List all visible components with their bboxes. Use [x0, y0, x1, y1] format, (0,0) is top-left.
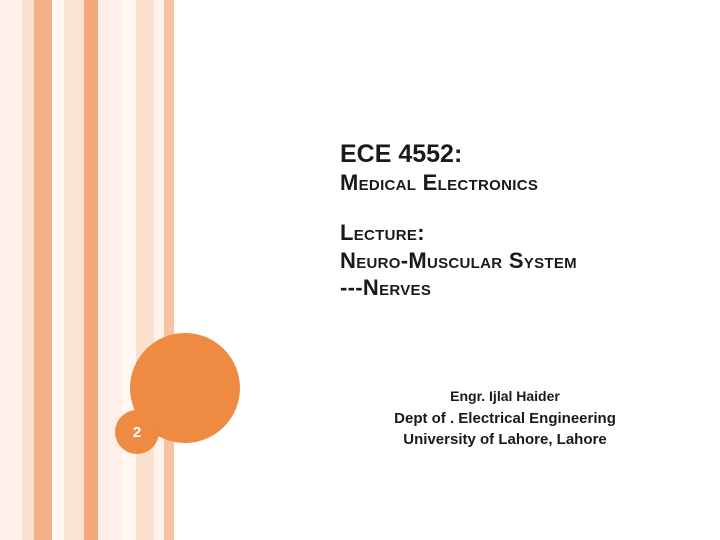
bg-stripe	[34, 0, 52, 540]
author-univ: University of Lahore, Lahore	[340, 431, 670, 448]
lecture-heading: Lecture: Neuro-Muscular System ---Nerves	[340, 219, 670, 302]
lecture-topic-2: ---Nerves	[340, 275, 431, 300]
author-dept: Dept of . Electrical Engineering	[340, 410, 670, 427]
bg-stripe	[84, 0, 98, 540]
bg-stripe	[154, 0, 164, 540]
author-name: Engr. Ijlal Haider	[340, 388, 670, 404]
bg-stripe	[22, 0, 34, 540]
slide: 2 ECE 4552: Medical Electronics Lecture:…	[0, 0, 720, 540]
course-code: ECE 4552:	[340, 140, 670, 169]
lecture-topic-1: Neuro-Muscular System	[340, 248, 577, 273]
slide-number: 2	[133, 424, 141, 441]
bg-stripe	[0, 0, 22, 540]
slide-number-badge: 2	[115, 410, 159, 454]
lecture-label: Lecture:	[340, 220, 425, 245]
author-block: Engr. Ijlal Haider Dept of . Electrical …	[340, 388, 670, 448]
bg-stripe	[164, 0, 174, 540]
course-name: Medical Electronics	[340, 170, 670, 195]
bg-stripe	[52, 0, 64, 540]
bg-stripe	[98, 0, 122, 540]
bg-stripe	[122, 0, 136, 540]
title-block: ECE 4552: Medical Electronics Lecture: N…	[340, 140, 670, 302]
bg-stripe	[136, 0, 154, 540]
bg-stripe	[64, 0, 84, 540]
